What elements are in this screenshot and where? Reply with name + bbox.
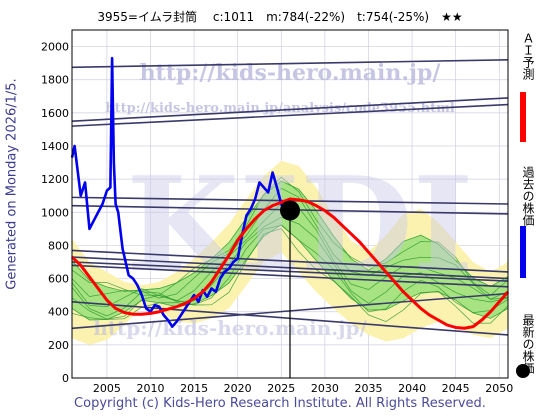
- y-tick-label-9: 1800: [41, 74, 69, 87]
- y-tick-label-4: 800: [48, 239, 69, 252]
- x-tick-label-8: 2045: [442, 382, 470, 395]
- chart-title: 3955=イムラ封筒 c:1011 m:784(-22%) t:754(-25%…: [97, 10, 463, 24]
- legend-swatch-past: [520, 226, 526, 278]
- legend-swatch-latest: [516, 364, 530, 378]
- watermark: KIDI http://kids-hero.main.jp/ http://ki…: [93, 60, 473, 340]
- band-curve-4: [71, 187, 509, 300]
- x-tick-label-5: 2030: [311, 382, 339, 395]
- generated-note: Generated on Monday 2026/1/5.: [4, 78, 20, 290]
- x-tick-label-9: 2050: [485, 382, 513, 395]
- copyright: Copyright (c) Kids-Hero Research Institu…: [74, 396, 486, 411]
- axis-ticks: 2005 2010 2015 2020 2025 2030 2035 2040 2045 2050…: [41, 41, 513, 395]
- y-tick-label-2: 400: [48, 306, 69, 319]
- x-tick-label-1: 2010: [136, 382, 164, 395]
- legend: ＡＩ予測 過去の株価 最新の株価: [516, 30, 536, 400]
- trend-line-1: [71, 103, 509, 127]
- y-tick-label-6: 1200: [41, 173, 69, 186]
- series-lines: [70, 56, 510, 330]
- watermark-url-3: http://kids-hero.main.jp/: [93, 316, 367, 340]
- watermark-big: KIDI: [126, 148, 473, 301]
- x-tick-label-7: 2040: [398, 382, 426, 395]
- y-tick-label-8: 1600: [41, 107, 69, 120]
- latest-price-marker: [280, 200, 300, 378]
- y-tick-label-3: 600: [48, 273, 69, 286]
- y-tick-label-0: 0: [62, 372, 69, 385]
- y-tick-label-7: 1400: [41, 140, 69, 153]
- legend-label-past: 過去の株価: [521, 166, 535, 226]
- x-tick-label-3: 2020: [224, 382, 252, 395]
- series-line-0: [70, 56, 287, 328]
- x-tick-label-2: 2015: [180, 382, 208, 395]
- legend-label-ai: ＡＩ予測: [521, 32, 535, 80]
- trend-line-2: [71, 97, 509, 122]
- plot-frame: [71, 29, 509, 379]
- legend-swatch-ai: [520, 92, 526, 142]
- latest-price-point: [280, 200, 300, 221]
- x-tick-label-4: 2025: [267, 382, 295, 395]
- series-line-1: [70, 197, 510, 330]
- y-tick-label-1: 200: [48, 339, 69, 352]
- trend-line-0: [71, 59, 509, 69]
- x-tick-label-6: 2035: [354, 382, 382, 395]
- generated-note-wrap: Generated on Monday 2026/1/5.: [2, 44, 22, 324]
- legend-label-latest: 最新の株価: [521, 314, 535, 374]
- y-tick-label-5: 1000: [41, 206, 69, 219]
- band-curve-5: [71, 176, 509, 296]
- x-tick-label-0: 2005: [93, 382, 121, 395]
- y-tick-label-10: 2000: [41, 41, 69, 54]
